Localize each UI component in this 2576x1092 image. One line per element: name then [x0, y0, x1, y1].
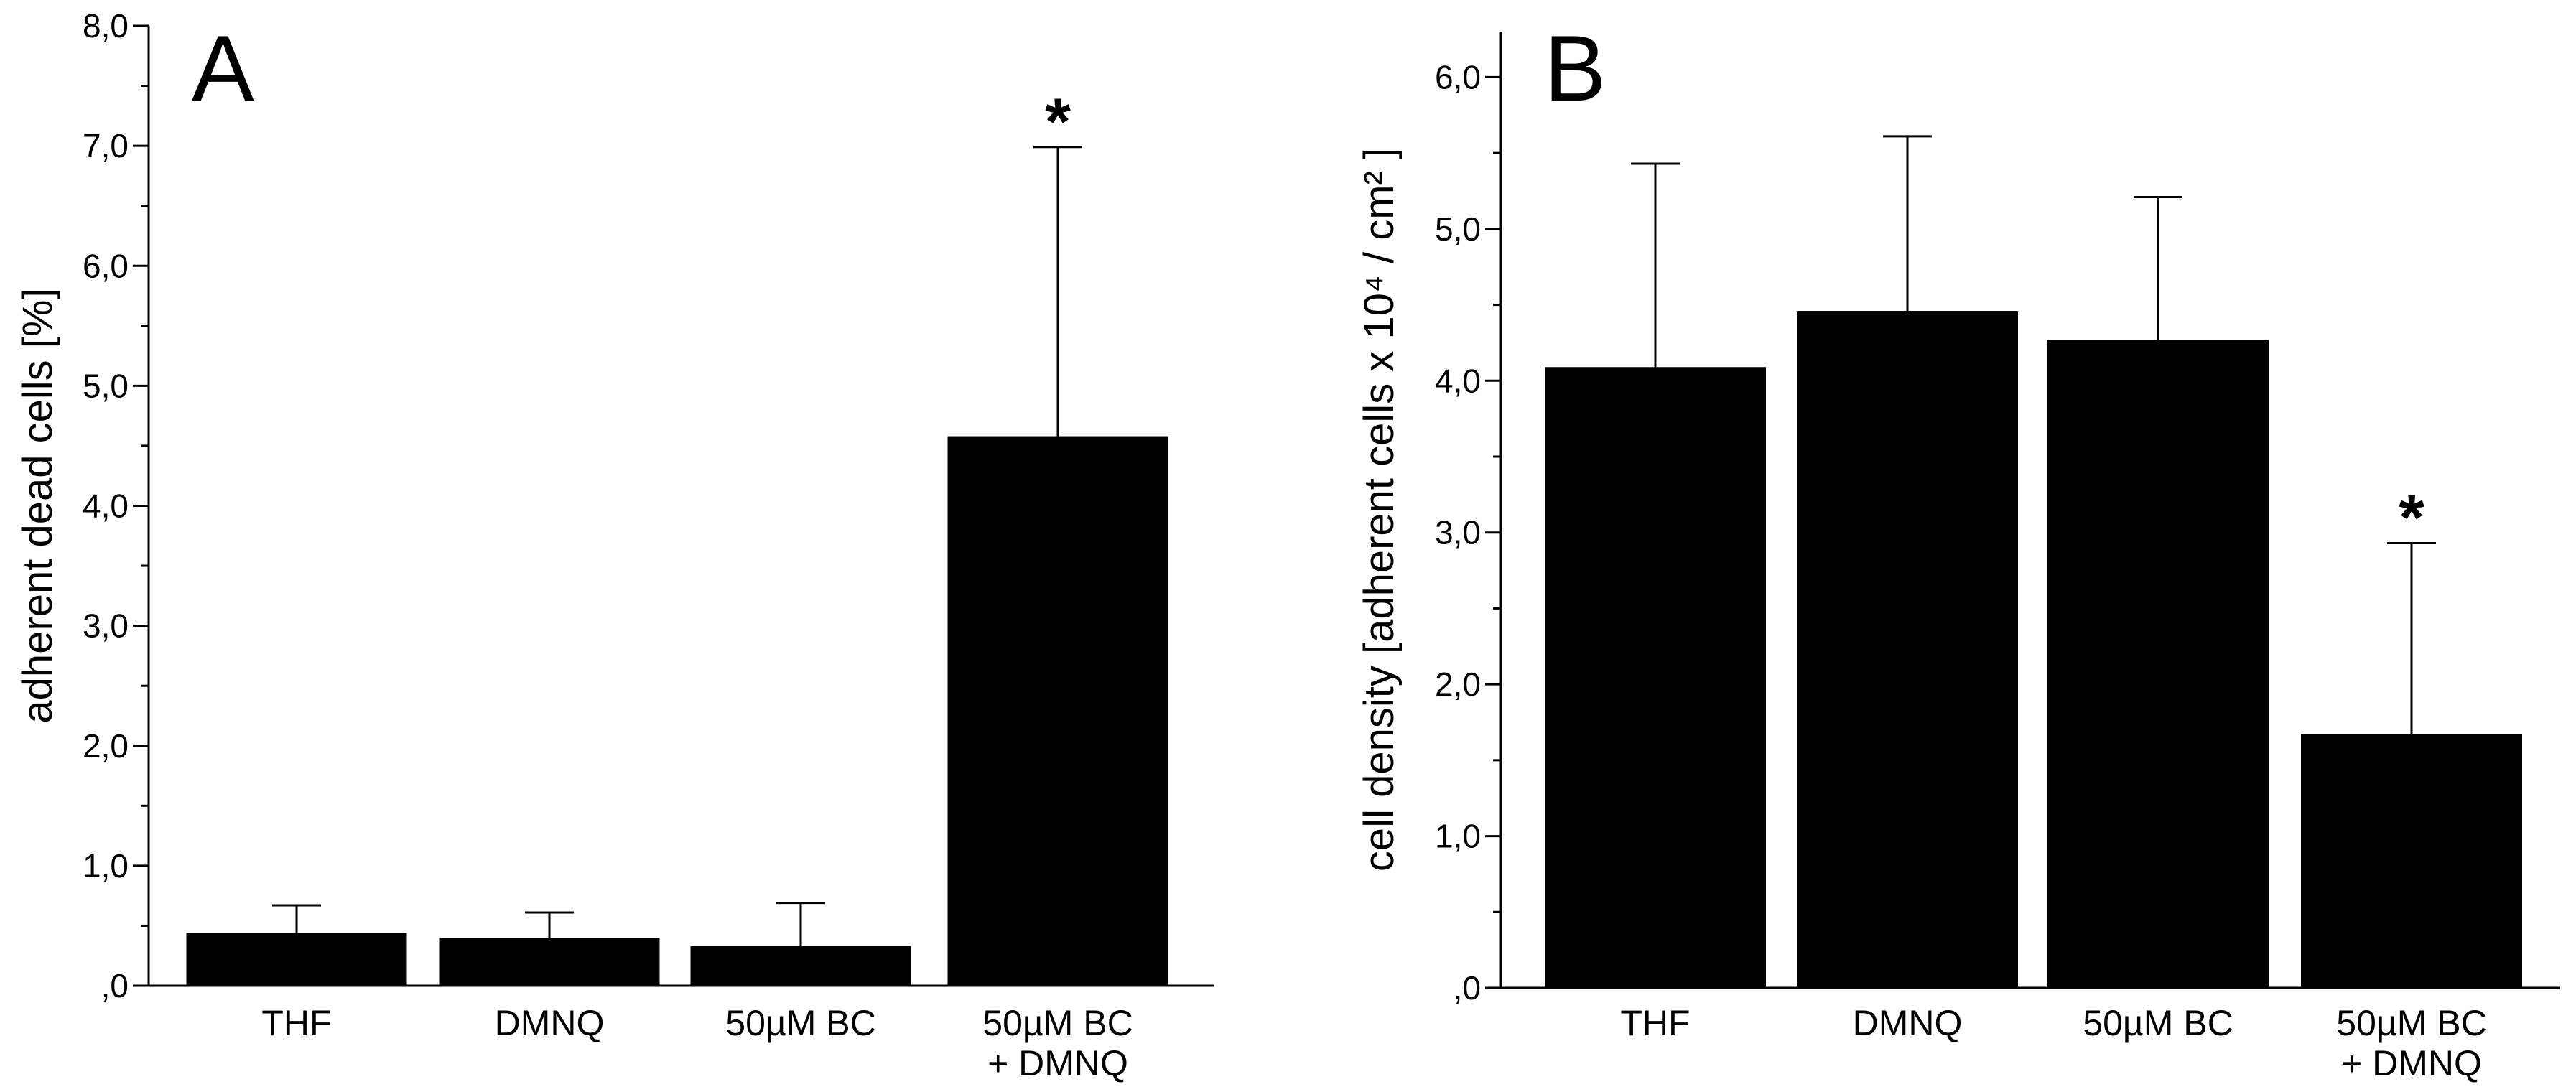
x-tick-label: 50µM BC + DMNQ: [2336, 1003, 2486, 1083]
x-tick-label: THF: [261, 1003, 331, 1043]
panel-a: * ,0 1,0 2,0 3,0 4,0 5,0 6,0 7,0 8,0 THF DMNQ 50µM B…: [14, 7, 1214, 1083]
bar-4: [947, 436, 1168, 986]
y-tick-label: 6,0: [83, 247, 129, 284]
y-tick-label: 2,0: [1435, 666, 1481, 703]
y-tick-label: ,0: [101, 967, 129, 1004]
y-tick-label: 5,0: [83, 367, 129, 404]
x-tick-label: DMNQ: [495, 1003, 605, 1043]
significance-marker: *: [1045, 85, 1071, 159]
panel-letter: B: [1544, 16, 1606, 121]
y-tick-label: 8,0: [83, 7, 129, 45]
y-axis-title: adherent dead cells [%]: [14, 288, 61, 723]
panel-b: * ,0 1,0 2,0 3,0 4,0 5,0 6,0 THF DMNQ 50µM BC 50µM …: [1356, 16, 2560, 1083]
bar-2: [1797, 311, 2018, 988]
y-tick-label: 1,0: [83, 847, 129, 885]
y-tick-label: 3,0: [83, 607, 129, 645]
y-tick-label: 3,0: [1435, 514, 1481, 551]
bar-3: [2047, 340, 2269, 988]
bar-1: [186, 933, 407, 986]
y-axis-title: cell density [adherent cells x 10⁴ / cm²…: [1356, 148, 1403, 872]
x-tick-label: THF: [1620, 1003, 1690, 1043]
bar-2: [439, 938, 660, 986]
significance-marker: *: [2399, 482, 2424, 555]
y-tick-label: 2,0: [83, 727, 129, 765]
y-tick-label: 1,0: [1435, 818, 1481, 855]
y-tick-label: 6,0: [1435, 58, 1481, 95]
bar-4: [2301, 734, 2522, 988]
x-tick-label: 50µM BC + DMNQ: [982, 1003, 1133, 1083]
y-tick-label: 4,0: [1435, 362, 1481, 399]
bar-1: [1545, 367, 1766, 988]
y-tick-label: 4,0: [83, 487, 129, 525]
bar-3: [690, 946, 911, 986]
x-tick-label: DMNQ: [1853, 1003, 1963, 1043]
panel-letter: A: [192, 16, 254, 121]
x-tick-label: 50µM BC: [2083, 1003, 2233, 1043]
y-tick-label: 5,0: [1435, 210, 1481, 248]
y-tick-label: 7,0: [83, 127, 129, 164]
x-tick-label: 50µM BC: [725, 1003, 875, 1043]
y-tick-label: ,0: [1454, 969, 1481, 1007]
